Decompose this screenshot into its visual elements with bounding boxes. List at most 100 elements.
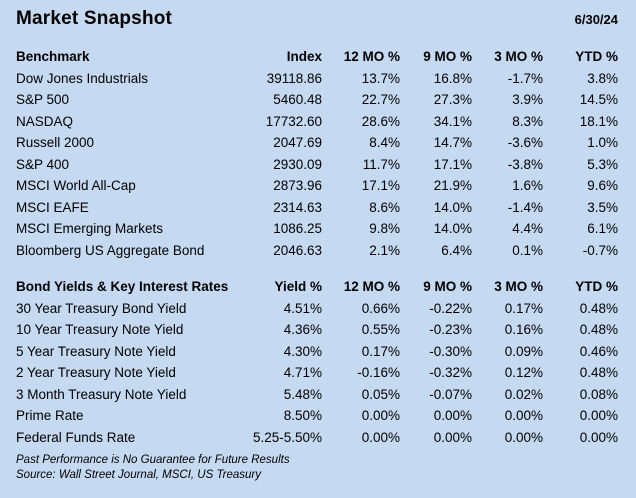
cell-value: 4.4% — [512, 221, 543, 236]
cell-value: 3.9% — [512, 92, 543, 107]
cell-value: 0.12% — [504, 365, 543, 380]
cell-value: 5.25-5.50% — [252, 429, 322, 445]
column-header: 9 MO % — [423, 49, 472, 64]
column-header: Yield % — [274, 279, 322, 294]
column-header: Bond Yields & Key Interest Rates — [16, 279, 229, 294]
row-label: Federal Funds Rate — [16, 429, 136, 445]
row-label: S&P 500 — [16, 92, 70, 107]
cell-value: 39118.86 — [266, 70, 322, 86]
table-row: 3 Month Treasury Note Yield 5.48% 0.05% -0.… — [16, 384, 618, 406]
table-row: Dow Jones Industrials 39118.86 13.7% 16.8% -… — [16, 68, 618, 90]
cell-value: 3.5% — [587, 199, 618, 215]
source-text: Source: Wall Street Journal, MSCI, US Tr… — [16, 469, 261, 481]
row-label: 5 Year Treasury Note Yield — [16, 343, 176, 359]
cell-value: 2046.63 — [273, 242, 322, 258]
cell-value: -0.16% — [357, 365, 400, 380]
row-label: MSCI EAFE — [16, 199, 89, 215]
cell-value: 14.5% — [579, 92, 618, 107]
table-row: Russell 2000 2047.69 8.4% 14.7% -3.6% 1.0% — [16, 132, 618, 154]
cell-value: 34.1% — [433, 113, 472, 129]
cell-value: 2930.09 — [273, 156, 322, 172]
row-label: Prime Rate — [16, 408, 84, 423]
row-label: 3 Month Treasury Note Yield — [16, 386, 187, 402]
table-row: MSCI EAFE 2314.63 8.6% 14.0% -1.4% 3.5% — [16, 197, 618, 219]
report-date: 6/30/24 — [574, 12, 618, 27]
table-row: MSCI World All-Cap 2873.96 17.1% 21.9% 1.6% 9… — [16, 175, 618, 197]
column-header: 3 MO % — [494, 49, 543, 64]
cell-value: -1.4% — [507, 199, 543, 215]
cell-value: 14.7% — [433, 135, 472, 150]
row-label: Russell 2000 — [16, 135, 95, 150]
cell-value: 0.48% — [579, 322, 618, 337]
cell-value: 0.00% — [579, 408, 618, 423]
row-label: MSCI World All-Cap — [16, 178, 136, 193]
cell-value: 11.7% — [362, 156, 400, 172]
cell-value: 0.09% — [504, 343, 543, 359]
table-row: 10 Year Treasury Note Yield 4.36% 0.55% -0.… — [16, 319, 618, 341]
cell-value: 28.6% — [361, 113, 400, 129]
cell-value: 8.4% — [369, 135, 400, 150]
column-header: 9 MO % — [423, 279, 472, 294]
row-label: 30 Year Treasury Bond Yield — [16, 300, 187, 316]
column-header: YTD % — [575, 49, 618, 64]
cell-value: 0.00% — [361, 408, 400, 423]
cell-value: 0.00% — [433, 429, 472, 445]
cell-value: 0.00% — [579, 429, 618, 445]
cell-value: 2.1% — [369, 242, 400, 258]
table-row: NASDAQ 17732.60 28.6% 34.1% 8.3% 18.1% — [16, 111, 618, 133]
cell-value: 5.48% — [283, 386, 322, 402]
cell-value: 4.30% — [283, 343, 322, 359]
table-row: Bloomberg US Aggregate Bond 2046.63 2.1% 6.… — [16, 240, 618, 262]
disclaimer-text: Past Performance is No Guarantee for Fut… — [16, 454, 290, 466]
cell-value: -0.22% — [429, 300, 472, 316]
cell-value: 0.1% — [512, 242, 543, 258]
cell-value: 14.0% — [433, 199, 472, 215]
cell-value: 0.00% — [504, 429, 543, 445]
table-row: S&P 500 5460.48 22.7% 27.3% 3.9% 14.5% — [16, 89, 618, 111]
cell-value: 8.3% — [512, 113, 543, 129]
table-row: 2 Year Treasury Note Yield 4.71% -0.16% -0.… — [16, 362, 618, 384]
bond-yields-table-body: 30 Year Treasury Bond Yield 4.51% 0.66% -0.… — [16, 298, 618, 449]
cell-value: 4.36% — [283, 322, 322, 337]
cell-value: 22.7% — [361, 92, 400, 107]
cell-value: 6.4% — [441, 242, 472, 258]
table-row: S&P 400 2930.09 11.7% 17.1% -3.8% 5.3% — [16, 154, 618, 176]
column-header: 12 MO % — [343, 279, 400, 294]
cell-value: 0.17% — [361, 343, 400, 359]
report-footer: Past Performance is No Guarantee for Fut… — [16, 453, 618, 483]
cell-value: -3.8% — [507, 156, 543, 172]
cell-value: 17732.60 — [265, 113, 322, 129]
cell-value: -1.7% — [507, 70, 543, 86]
table-row: 30 Year Treasury Bond Yield 4.51% 0.66% -0.… — [16, 298, 618, 320]
page-title: Market Snapshot — [16, 8, 173, 29]
cell-value: -0.7% — [582, 242, 618, 258]
table-row: Prime Rate 8.50% 0.00% 0.00% 0.00% 0.00% — [16, 405, 618, 427]
cell-value: 0.48% — [579, 300, 618, 316]
cell-value: -3.6% — [507, 135, 543, 150]
bond-yields-header-row: Bond Yields & Key Interest Rates Yield % 1… — [16, 276, 618, 298]
benchmark-table: Benchmark Index 12 MO % 9 MO % 3 MO % YTD % D… — [16, 46, 618, 261]
cell-value: 0.46% — [579, 343, 618, 359]
report-titlebar: Market Snapshot 6/30/24 — [16, 8, 618, 46]
bond-yields-table: Bond Yields & Key Interest Rates Yield % 1… — [16, 276, 618, 448]
cell-value: 14.0% — [433, 221, 472, 236]
cell-value: 17.1% — [361, 178, 400, 193]
cell-value: 21.9% — [433, 178, 472, 193]
table-row: Federal Funds Rate 5.25-5.50% 0.00% 0.00% 0.… — [16, 427, 618, 449]
cell-value: 0.05% — [361, 386, 400, 402]
cell-value: 1.6% — [512, 178, 543, 193]
cell-value: 3.8% — [587, 70, 618, 86]
cell-value: 2873.96 — [273, 178, 322, 193]
table-row: 5 Year Treasury Note Yield 4.30% 0.17% -0.3… — [16, 341, 618, 363]
benchmark-table-body: Dow Jones Industrials 39118.86 13.7% 16.8% -… — [16, 68, 618, 262]
cell-value: 0.08% — [579, 386, 618, 402]
cell-value: 4.71% — [283, 365, 322, 380]
cell-value: 0.00% — [504, 408, 543, 423]
cell-value: 0.17% — [504, 300, 543, 316]
table-row: MSCI Emerging Markets 1086.25 9.8% 14.0% 4.4… — [16, 218, 618, 240]
cell-value: -0.30% — [429, 343, 472, 359]
column-header: 12 MO % — [343, 49, 400, 64]
cell-value: 4.51% — [283, 300, 322, 316]
row-label: Dow Jones Industrials — [16, 70, 149, 86]
